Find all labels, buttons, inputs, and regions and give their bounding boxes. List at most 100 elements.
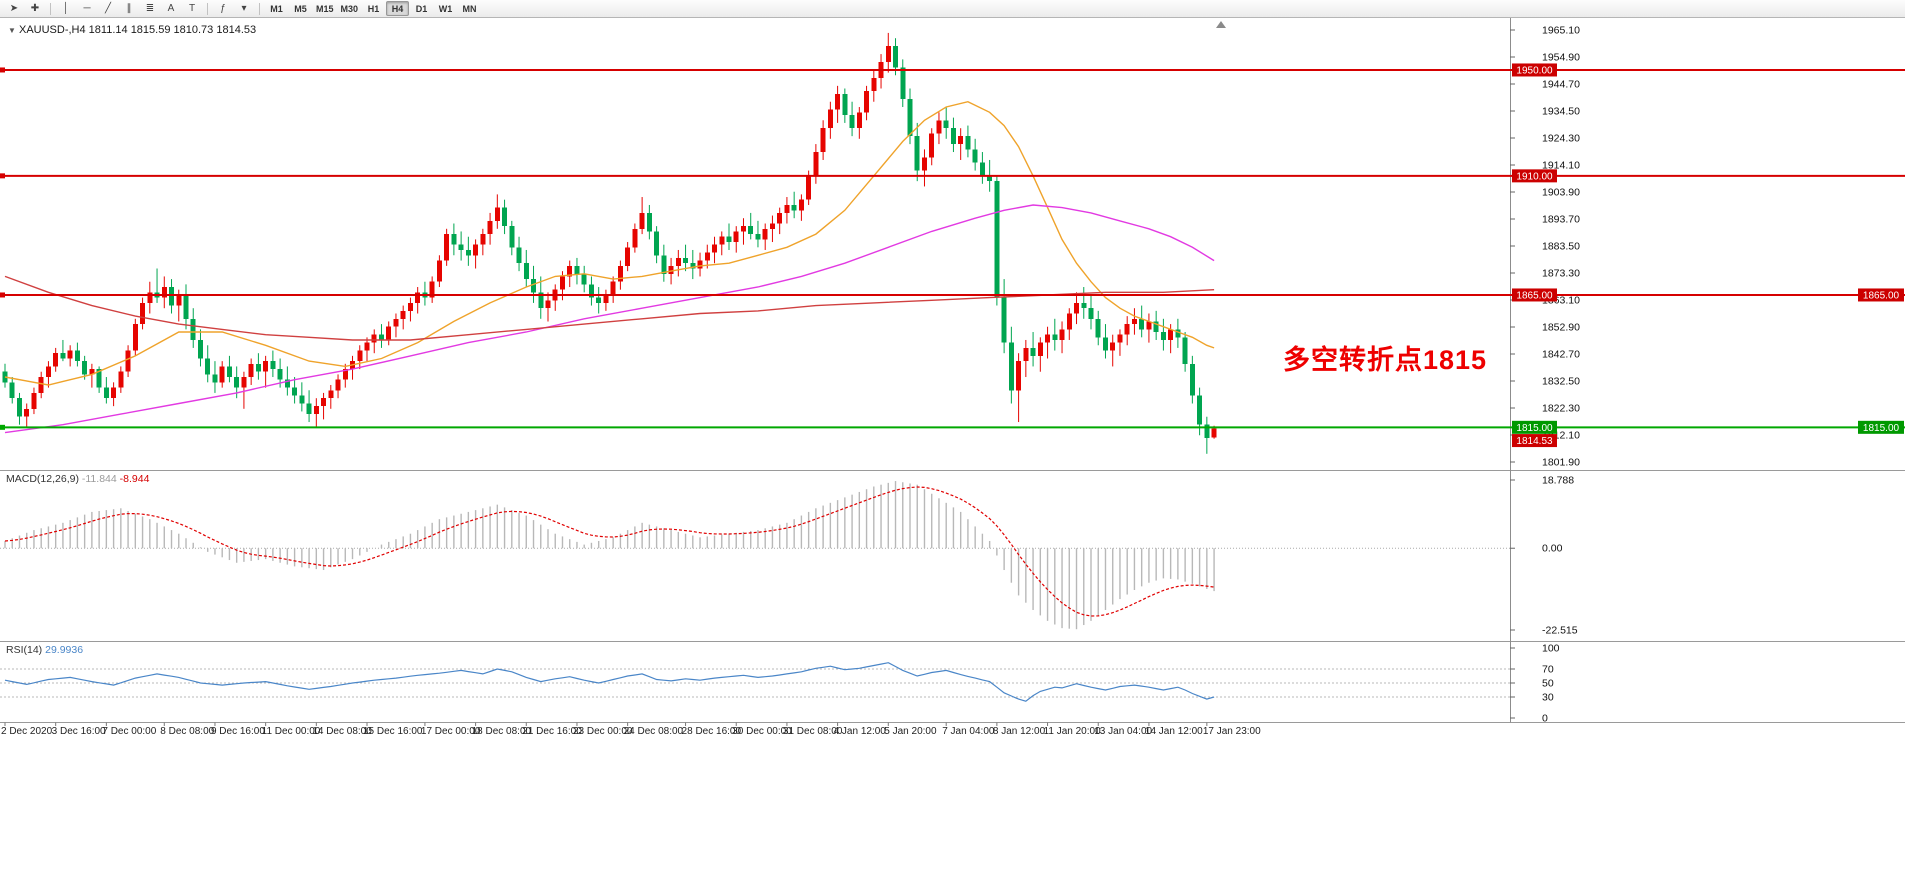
crosshair-icon[interactable]: ✚ <box>30 3 40 14</box>
time-axis-label: 8 Jan 12:00 <box>993 726 1046 737</box>
text-icon[interactable]: A <box>167 3 175 14</box>
price-scale-label: 1832.50 <box>1542 376 1580 388</box>
macd-panel: 18.788 0.00 -22.515 <box>0 475 1578 637</box>
timeframe-m1-button[interactable]: M1 <box>270 3 283 14</box>
timeframe-d1-button[interactable]: D1 <box>415 3 428 14</box>
hline-anchor <box>0 67 5 73</box>
price-scale-label: 1883.50 <box>1542 241 1580 253</box>
rsi-panel: 100 70 50 30 0 <box>0 643 1560 725</box>
timeframe-h1-button[interactable]: H1 <box>367 3 380 14</box>
macd-signal-value: -8.944 <box>119 473 150 485</box>
time-axis-label: 2 Dec 2020 <box>1 726 53 737</box>
fibonacci-icon[interactable]: ≣ <box>145 3 155 14</box>
rsi-indicator-label: RSI(14) 29.9936 <box>6 644 84 656</box>
time-axis-label: 13 Jan 04:00 <box>1094 726 1152 737</box>
svg-text:1865.00: 1865.00 <box>1863 290 1900 301</box>
macd-main-value: -11.844 <box>81 473 117 485</box>
timeframe-h4-button[interactable]: H4 <box>386 1 410 16</box>
toolbar-separator <box>50 2 51 15</box>
price-scale-label: 1801.90 <box>1542 457 1580 469</box>
equidistant-channel-icon[interactable]: ∥ <box>126 3 132 14</box>
time-axis-label: 11 Dec 00:00 <box>262 726 321 737</box>
time-axis: 2 Dec 2020 3 Dec 16:007 Dec 00:00 8 Dec 08… <box>1 722 1261 737</box>
time-axis-label: 15 Dec 16:00 <box>363 726 423 737</box>
toolbar-separator <box>259 2 260 15</box>
trendline-icon[interactable]: ╱ <box>104 3 112 14</box>
rsi-scale-label: 70 <box>1542 664 1554 676</box>
svg-text:1950.00: 1950.00 <box>1516 65 1553 76</box>
svg-text:1815.00: 1815.00 <box>1516 423 1553 434</box>
moving-averages-layer <box>4 100 1215 434</box>
rsi-scale-label: 100 <box>1542 643 1560 655</box>
ohlc-high: 1815.59 <box>130 24 171 36</box>
price-badge <box>1512 420 1557 434</box>
price-scale-label: 1852.90 <box>1542 322 1580 334</box>
time-axis-label: 21 Dec 16:00 <box>522 726 582 737</box>
price-scale-label: 1873.30 <box>1542 268 1580 280</box>
timeframe-m5-button[interactable]: M5 <box>294 3 307 14</box>
svg-text:1814.53: 1814.53 <box>1516 436 1553 447</box>
time-axis-label: 4 Jan 12:00 <box>834 726 887 737</box>
price-scale-label: 1954.90 <box>1542 52 1580 64</box>
time-axis-label: 7 Jan 04:00 <box>942 726 995 737</box>
chart-shift-marker-icon <box>1216 21 1226 28</box>
time-axis-label: 9 Dec 16:00 <box>211 726 265 737</box>
time-axis-label: 28 Dec 16:00 <box>682 726 742 737</box>
hline-anchor <box>0 292 5 298</box>
rsi-scale-label: 0 <box>1542 713 1548 725</box>
text-label-icon[interactable]: T <box>188 3 196 14</box>
price-scale-label: 1944.70 <box>1542 79 1580 91</box>
timeframe-mn-button[interactable]: MN <box>462 3 477 14</box>
cursor-icon[interactable]: ➤ <box>9 3 19 14</box>
rsi-scale-label: 30 <box>1542 692 1554 704</box>
time-axis-label: 23 Dec 00:00 <box>573 726 633 737</box>
price-scale-label: 1924.30 <box>1542 133 1580 145</box>
rsi-scale-label: 50 <box>1542 678 1554 690</box>
horizontal-lines-layer <box>0 67 1905 430</box>
price-scale-label: 1965.10 <box>1542 25 1580 37</box>
timeframe-m15-button[interactable]: M15 <box>316 3 334 14</box>
price-badge <box>1512 169 1557 183</box>
macd-indicator-label: MACD(12,26,9) -11.844 -8.944 <box>6 473 150 485</box>
symbol-title: ▼ XAUUSD-,H4 1811.14 1815.59 1810.73 181… <box>8 24 256 36</box>
rsi-value: 29.9936 <box>45 644 84 656</box>
objects-dropdown-icon[interactable]: ▾ <box>241 3 247 14</box>
time-axis-label: 14 Dec 08:00 <box>312 726 372 737</box>
ohlc-open: 1811.14 <box>88 24 128 36</box>
indicators-icon[interactable]: ƒ <box>220 3 226 14</box>
chart-text-annotation: 多空转折点1815 <box>1283 345 1488 375</box>
vertical-line-icon[interactable]: │ <box>62 3 70 14</box>
horizontal-line-icon[interactable]: ─ <box>83 3 91 14</box>
hline-anchor <box>0 173 5 179</box>
time-axis-label: 8 Dec 08:00 <box>160 726 214 737</box>
timeframe-m30-button[interactable]: M30 <box>340 3 359 14</box>
symbol-name: XAUUSD-,H4 <box>18 24 86 36</box>
svg-text:1865.00: 1865.00 <box>1516 290 1553 301</box>
price-badge <box>1512 288 1557 302</box>
time-axis-label: 5 Jan 20:00 <box>884 726 937 737</box>
ma-magenta-line <box>4 204 1215 434</box>
timeframe-w1-button[interactable]: W1 <box>438 3 453 14</box>
macd-scale-label: -22.515 <box>1542 625 1578 637</box>
time-axis-label: 18 Dec 08:00 <box>472 726 532 737</box>
hline-anchor <box>0 424 5 430</box>
ma-orange-line <box>4 100 1215 386</box>
time-axis-label: 24 Dec 08:00 <box>624 726 684 737</box>
time-axis-label: 11 Jan 20:00 <box>1044 726 1102 737</box>
candlestick-layer <box>2 32 1217 454</box>
price-badge <box>1512 63 1557 77</box>
ma-red-line <box>4 275 1215 341</box>
time-axis-label: 17 Jan 23:00 <box>1203 726 1261 737</box>
price-scale-label: 1822.30 <box>1542 403 1580 415</box>
price-scale-label: 1903.90 <box>1542 187 1580 199</box>
svg-text:1910.00: 1910.00 <box>1516 171 1553 182</box>
price-badge <box>1858 288 1904 302</box>
svg-text:1815.00: 1815.00 <box>1863 423 1900 434</box>
time-axis-label: 30 Dec 00:00 <box>732 726 792 737</box>
price-scale-label: 1893.70 <box>1542 214 1580 226</box>
one-click-trading-arrow-icon[interactable]: ▼ <box>8 26 16 35</box>
price-scale-label: 1914.10 <box>1542 160 1580 172</box>
